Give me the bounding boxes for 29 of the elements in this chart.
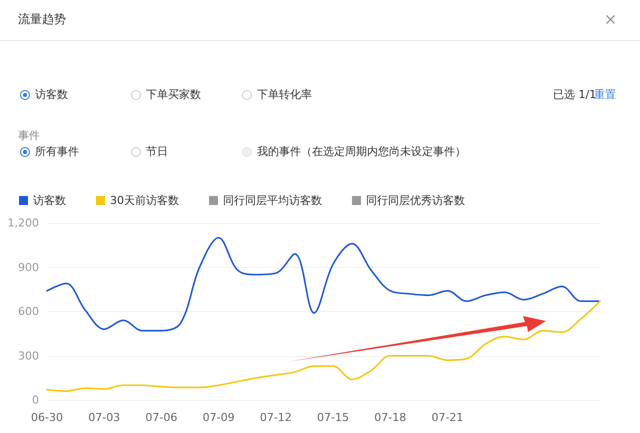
legend-label: 同行同层平均访客数 (222, 194, 322, 207)
y-tick-label: 0 (32, 394, 39, 406)
legend-label: 访客数 (33, 194, 66, 207)
y-tick-label: 900 (18, 260, 39, 274)
legend-label: 30天前访客数 (110, 194, 179, 207)
text: 节日 (146, 145, 168, 159)
line-series (46, 236, 601, 332)
text: 所有事件 (35, 145, 79, 159)
y-tick-label: 300 (18, 349, 39, 362)
x-tick-label: 07-18 (374, 411, 406, 424)
text: 下单买家数 (146, 88, 201, 102)
x-tick-label: 07-06 (145, 411, 178, 424)
text: 我的事件（在选定周期内您尚未设定事件） (257, 145, 466, 159)
y-tick-label: 600 (18, 305, 39, 318)
text: 访客数 (35, 88, 68, 102)
x-tick-label: 07-09 (202, 411, 235, 424)
text: 事件 (18, 129, 40, 143)
x-tick-label: 07-21 (431, 411, 464, 424)
x-tick-label: 07-12 (260, 411, 292, 424)
x-tick-label: 06-30 (31, 411, 63, 424)
line-series (46, 300, 601, 392)
text: 下单转化率 (257, 88, 312, 102)
text: 已选 1/1 (553, 88, 596, 102)
x-tick-label: 07-03 (88, 411, 120, 424)
legend-label: 同行同层优秀访客数 (366, 194, 465, 207)
y-tick-label: 1,200 (8, 216, 39, 230)
x-tick-label: 07-15 (317, 411, 350, 424)
chart-title: 流量趋势 (18, 12, 66, 26)
text: 重置 (594, 88, 616, 102)
